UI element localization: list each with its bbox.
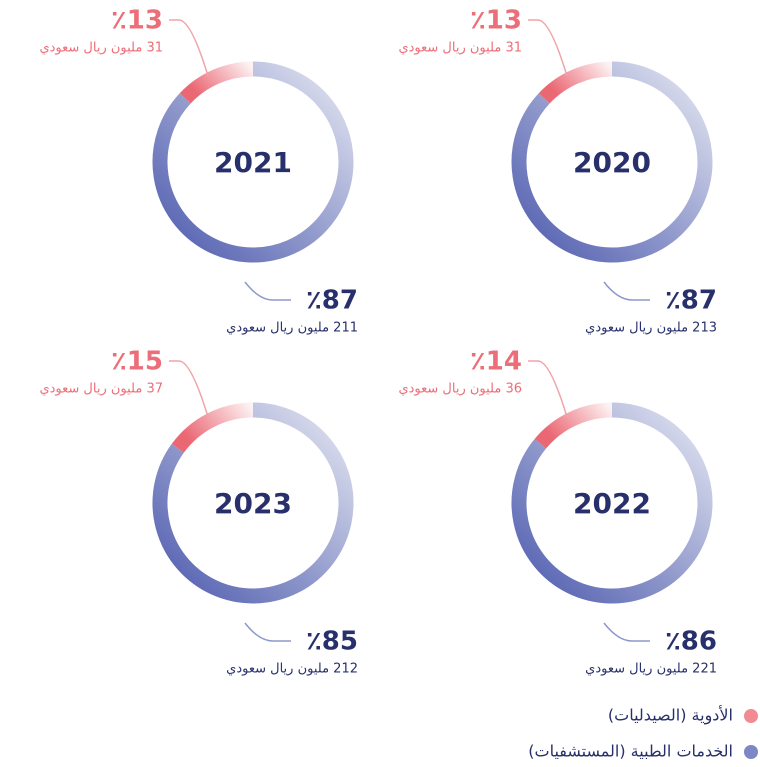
percent-label: ٪85 [306, 627, 358, 657]
donut-segment [152, 402, 354, 604]
legend-label: الأدوية (الصيدليات) [608, 705, 733, 726]
leader-line [528, 360, 568, 418]
donut-segment [152, 61, 354, 263]
percent-label: ٪13 [470, 6, 522, 36]
percent-label: ٪15 [111, 347, 163, 377]
legend-label: الخدمات الطبية (المستشفيات) [528, 742, 733, 761]
leader-line [244, 281, 291, 301]
leader-line [603, 622, 650, 642]
amount-label: 211 مليون ريال سعودي [226, 321, 358, 336]
amount-label: 31 مليون ريال سعودي [39, 41, 163, 56]
amount-label: 36 مليون ريال سعودي [398, 382, 522, 397]
amount-label: 212 مليون ريال سعودي [226, 662, 358, 677]
leader-line [169, 360, 209, 418]
legend-swatch [744, 709, 758, 723]
leader-line [528, 19, 568, 77]
year-label: 2020 [573, 146, 651, 179]
percent-label: ٪86 [665, 627, 717, 657]
donut-segment [179, 61, 254, 104]
year-label: 2021 [214, 146, 292, 179]
amount-label: 213 مليون ريال سعودي [585, 321, 717, 336]
year-label: 2022 [573, 487, 651, 520]
legend-swatch [744, 745, 758, 759]
leader-line [244, 622, 291, 642]
percent-label: ٪13 [111, 6, 163, 36]
leader-line [169, 19, 209, 77]
donut-segment [511, 61, 713, 263]
amount-label: 37 مليون ريال سعودي [39, 382, 163, 397]
year-label: 2023 [214, 487, 292, 520]
percent-label: ٪87 [665, 286, 717, 316]
donut-segment [538, 61, 613, 104]
donut-segment [171, 402, 254, 453]
amount-label: 221 مليون ريال سعودي [585, 662, 717, 677]
amount-label: 31 مليون ريال سعودي [398, 41, 522, 56]
percent-label: ٪87 [306, 286, 358, 316]
leader-line [603, 281, 650, 301]
donut-segment [511, 402, 713, 604]
donut-segment [534, 402, 613, 449]
percent-label: ٪14 [470, 347, 522, 377]
